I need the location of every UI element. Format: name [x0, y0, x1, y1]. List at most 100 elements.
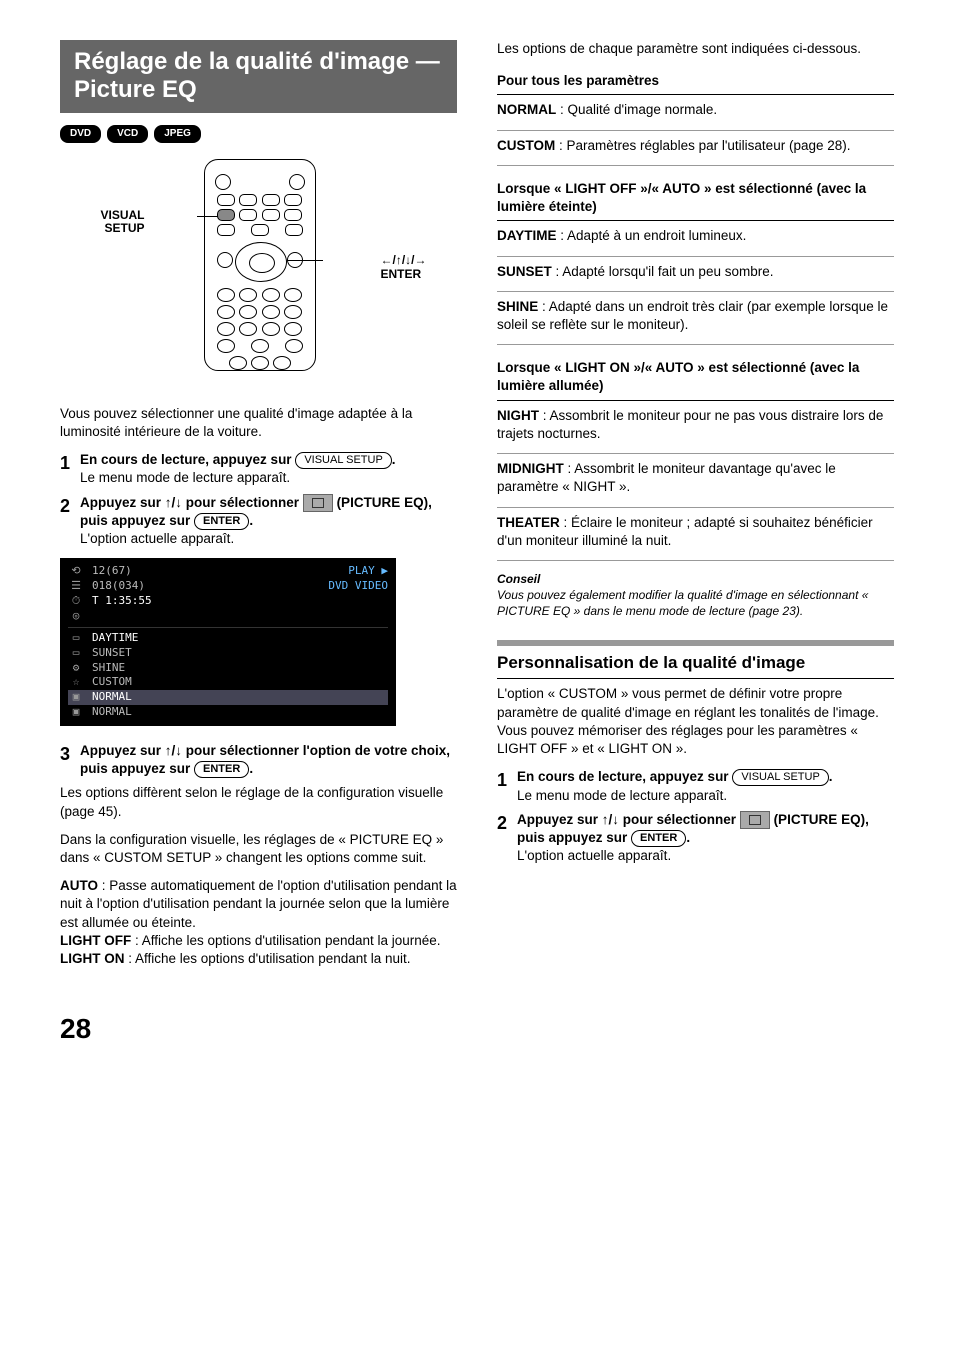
divider — [497, 94, 894, 95]
step-number: 1 — [60, 451, 80, 487]
osd-item: SUNSET — [92, 646, 132, 661]
divider — [497, 220, 894, 221]
divider — [497, 453, 894, 454]
osd-item-selected: NORMAL — [92, 690, 132, 705]
step-number: 2 — [60, 494, 80, 549]
daytime-label: DAYTIME — [497, 228, 557, 243]
shine-text: : Adapté dans un endroit très clair (par… — [497, 299, 888, 332]
step-2b: 2 Appuyez sur ↑/↓ pour sélectionner (PIC… — [497, 811, 894, 866]
midnight-label: MIDNIGHT — [497, 461, 564, 476]
remote-label-line2: SETUP — [105, 221, 145, 235]
theater-label: THEATER — [497, 515, 560, 530]
page-number: 28 — [60, 1010, 894, 1048]
divider — [497, 400, 894, 401]
divider — [497, 291, 894, 292]
step1b-period: . — [829, 769, 833, 784]
custom-text: : Paramètres réglables par l'utilisateur… — [555, 138, 850, 153]
sunset-text: : Adapté lorsqu'il fait un peu sombre. — [552, 264, 774, 279]
picture-eq-icon — [740, 811, 770, 829]
step2b-period: . — [686, 830, 690, 845]
step2b-body: L'option actuelle apparaît. — [517, 848, 671, 863]
lighton-label: LIGHT ON — [60, 951, 125, 966]
night-label: NIGHT — [497, 408, 539, 423]
subsection-intro: L'option « CUSTOM » vous permet de défin… — [497, 685, 894, 758]
osd-item: DAYTIME — [92, 631, 138, 646]
divider — [497, 560, 894, 561]
step3-text-a: Appuyez sur — [80, 743, 165, 758]
step2-text-a: Appuyez sur — [80, 495, 165, 510]
normal-label: NORMAL — [497, 102, 556, 117]
lightoff-text: : Affiche les options d'utilisation pend… — [131, 933, 440, 948]
step1b-body: Le menu mode de lecture apparaît. — [517, 788, 727, 803]
step2-body: L'option actuelle apparaît. — [80, 531, 234, 546]
step2b-arrows: ↑/↓ — [602, 812, 619, 827]
osd-item: CUSTOM — [92, 675, 132, 690]
night-text: : Assombrit le moniteur pour ne pas vous… — [497, 408, 883, 441]
auto-text: : Passe automatiquement de l'option d'ut… — [60, 878, 457, 929]
normal-text: : Qualité d'image normale. — [556, 102, 717, 117]
tip-text: Vous pouvez également modifier la qualit… — [497, 587, 894, 619]
enter-button-label: ENTER — [631, 830, 686, 847]
heading-lightoff: Lorsque « LIGHT OFF »/« AUTO » est sélec… — [497, 180, 894, 216]
step2b-text-a: Appuyez sur — [517, 812, 602, 827]
divider — [497, 165, 894, 166]
badge-dvd: DVD — [60, 125, 101, 143]
section-title-box: Réglage de la qualité d'image — Picture … — [60, 40, 457, 113]
step-3: 3 Appuyez sur ↑/↓ pour sélectionner l'op… — [60, 742, 457, 778]
osd-counter-1: 12(67) — [92, 564, 132, 579]
custom-label: CUSTOM — [497, 138, 555, 153]
step-1: 1 En cours de lecture, appuyez sur VISUA… — [60, 451, 457, 487]
step2-text-b: pour sélectionner — [182, 495, 303, 510]
step2b-text-b: pour sélectionner — [619, 812, 740, 827]
step3-period: . — [249, 761, 253, 776]
divider — [497, 256, 894, 257]
visual-setup-button-label: VISUAL SETUP — [295, 452, 391, 469]
picture-eq-icon — [303, 494, 333, 512]
options-intro: Les options de chaque paramètre sont ind… — [497, 40, 894, 58]
divider — [497, 344, 894, 345]
remote-label-enter: ←/↑/↓/→ ENTER — [380, 253, 426, 282]
step-number: 1 — [497, 768, 517, 804]
lighton-text: : Affiche les options d'utilisation pend… — [125, 951, 411, 966]
visual-config-text: Dans la configuration visuelle, les régl… — [60, 831, 457, 867]
step1-body: Le menu mode de lecture apparaît. — [80, 470, 290, 485]
daytime-text: : Adapté à un endroit lumineux. — [557, 228, 747, 243]
tip-heading: Conseil — [497, 571, 894, 587]
step1-bold: En cours de lecture, appuyez sur — [80, 452, 295, 467]
remote-label-line1: VISUAL — [101, 208, 145, 222]
osd-counter-2: 018(034) — [92, 579, 145, 594]
enter-button-label: ENTER — [194, 513, 249, 530]
remote-pointer-right — [287, 260, 323, 261]
enter-button-label: ENTER — [194, 761, 249, 778]
remote-label-visual-setup: VISUAL SETUP — [101, 209, 145, 235]
step3-arrows: ↑/↓ — [165, 743, 182, 758]
badge-vcd: VCD — [107, 125, 148, 143]
osd-item: NORMAL — [92, 705, 132, 720]
osd-screenshot: PLAY ▶ DVD VIDEO ⟲12(67) ☰018(034) ⏱T 1:… — [60, 558, 396, 725]
step-number: 3 — [60, 742, 80, 778]
auto-label: AUTO — [60, 878, 98, 893]
sunset-label: SUNSET — [497, 264, 552, 279]
remote-arrows-label: ←/↑/↓/→ — [380, 253, 426, 267]
remote-enter-label: ENTER — [380, 267, 421, 281]
intro-text: Vous pouvez sélectionner une qualité d'i… — [60, 405, 457, 441]
step1b-bold: En cours de lecture, appuyez sur — [517, 769, 732, 784]
osd-disc-type: DVD VIDEO — [328, 579, 388, 594]
step2-arrows: ↑/↓ — [165, 495, 182, 510]
divider — [497, 507, 894, 508]
step-2: 2 Appuyez sur ↑/↓ pour sélectionner (PIC… — [60, 494, 457, 549]
heading-lighton: Lorsque « LIGHT ON »/« AUTO » est sélect… — [497, 359, 894, 395]
shine-label: SHINE — [497, 299, 538, 314]
subsection-heading: Personnalisation de la qualité d'image — [497, 640, 894, 680]
options-differ-text: Les options diffèrent selon le réglage d… — [60, 784, 457, 820]
osd-play-status: PLAY ▶ — [328, 564, 388, 579]
visual-setup-button-label: VISUAL SETUP — [732, 769, 828, 786]
remote-diagram: VISUAL SETUP — [149, 159, 369, 389]
subsection-title: Personnalisation de la qualité d'image — [497, 652, 894, 675]
step1-period: . — [392, 452, 396, 467]
section-title: Réglage de la qualité d'image — Picture … — [74, 48, 443, 103]
badge-jpeg: JPEG — [154, 125, 201, 143]
remote-body — [204, 159, 316, 371]
osd-item: SHINE — [92, 661, 125, 676]
step-number: 2 — [497, 811, 517, 866]
